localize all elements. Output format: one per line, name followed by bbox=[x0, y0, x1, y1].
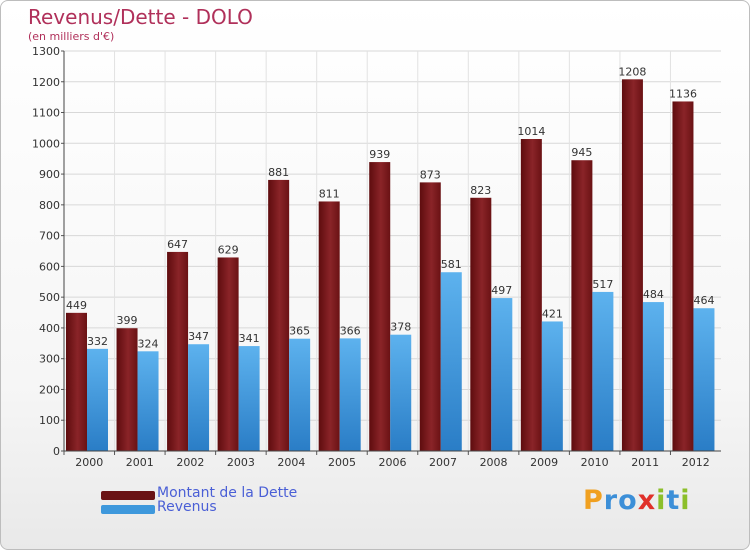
debt-value-label: 945 bbox=[571, 146, 592, 159]
revenus-bar bbox=[87, 348, 108, 451]
debt-bar bbox=[419, 182, 441, 451]
revenus-bar bbox=[440, 272, 462, 451]
debt-bar bbox=[217, 257, 239, 451]
legend-swatch-debt bbox=[101, 491, 155, 500]
debt-value-label: 1136 bbox=[669, 87, 697, 100]
debt-value-label: 647 bbox=[167, 238, 188, 251]
debt-bar bbox=[571, 160, 593, 451]
x-tick-label: 2011 bbox=[631, 456, 659, 469]
x-tick-label: 2002 bbox=[176, 456, 204, 469]
revenus-value-label: 347 bbox=[188, 330, 209, 343]
revenus-value-label: 378 bbox=[390, 321, 411, 334]
debt-bar bbox=[318, 201, 340, 451]
debt-value-label: 449 bbox=[66, 299, 87, 312]
debt-value-label: 823 bbox=[470, 184, 491, 197]
revenus-value-label: 365 bbox=[289, 325, 310, 338]
revenus-bar bbox=[491, 298, 513, 451]
revenus-bar bbox=[541, 321, 563, 451]
logo-letter: i bbox=[680, 485, 691, 516]
debt-bar bbox=[621, 79, 643, 452]
y-tick-label: 100 bbox=[39, 414, 60, 427]
legend-swatch-revenus bbox=[101, 505, 155, 514]
revenus-value-label: 497 bbox=[491, 284, 512, 297]
revenus-bar bbox=[289, 338, 311, 451]
revenus-value-label: 421 bbox=[542, 307, 563, 320]
debt-bar bbox=[268, 179, 290, 451]
logo-letter: r bbox=[603, 485, 619, 516]
x-tick-label: 2005 bbox=[328, 456, 356, 469]
debt-bar bbox=[520, 139, 542, 451]
x-tick-label: 2012 bbox=[682, 456, 710, 469]
revenus-bar bbox=[592, 291, 614, 451]
revenus-value-label: 484 bbox=[643, 288, 664, 301]
logo-letter: i bbox=[656, 485, 667, 516]
debt-bar bbox=[167, 251, 189, 451]
x-tick-label: 2010 bbox=[581, 456, 609, 469]
y-tick-label: 1000 bbox=[32, 137, 60, 150]
x-tick-label: 2007 bbox=[429, 456, 457, 469]
debt-bar bbox=[470, 197, 492, 451]
y-tick-label: 400 bbox=[39, 322, 60, 335]
chart-title: Revenus/Dette - DOLO bbox=[28, 5, 253, 29]
debt-bar bbox=[116, 328, 138, 451]
logo-letter: o bbox=[618, 485, 638, 516]
y-tick-label: 1300 bbox=[32, 45, 60, 58]
revenus-value-label: 366 bbox=[340, 324, 361, 337]
debt-value-label: 939 bbox=[369, 148, 390, 161]
debt-value-label: 399 bbox=[117, 314, 138, 327]
chart-subtitle: (en milliers d'€) bbox=[28, 30, 115, 43]
revenus-bar bbox=[238, 346, 260, 451]
debt-value-label: 873 bbox=[420, 168, 441, 181]
y-tick-label: 0 bbox=[53, 445, 60, 458]
debt-value-label: 1014 bbox=[517, 125, 545, 138]
revenus-value-label: 581 bbox=[441, 258, 462, 271]
debt-bar bbox=[672, 101, 694, 451]
x-tick-label: 2006 bbox=[379, 456, 407, 469]
revenus-value-label: 517 bbox=[592, 278, 613, 291]
y-tick-label: 200 bbox=[39, 383, 60, 396]
x-tick-label: 2009 bbox=[530, 456, 558, 469]
legend-label-revenus: Revenus bbox=[157, 499, 217, 515]
revenus-value-label: 332 bbox=[87, 335, 108, 348]
y-tick-label: 300 bbox=[39, 353, 60, 366]
revenus-bar bbox=[188, 344, 210, 451]
logo-letter: t bbox=[666, 485, 681, 516]
legend-label-debt: Montant de la Dette bbox=[157, 485, 298, 501]
y-tick-label: 800 bbox=[39, 199, 60, 212]
revenus-bar bbox=[693, 308, 715, 451]
revenus-value-label: 324 bbox=[138, 337, 159, 350]
debt-value-label: 629 bbox=[218, 243, 239, 256]
x-tick-label: 2008 bbox=[480, 456, 508, 469]
revenus-value-label: 464 bbox=[693, 294, 714, 307]
y-tick-label: 1100 bbox=[32, 107, 60, 120]
debt-value-label: 811 bbox=[319, 187, 340, 200]
y-tick-label: 700 bbox=[39, 230, 60, 243]
proxiti-logo: Proxiti bbox=[583, 485, 691, 516]
debt-value-label: 881 bbox=[268, 166, 289, 179]
revenus-bar bbox=[642, 302, 664, 451]
x-tick-label: 2003 bbox=[227, 456, 255, 469]
debt-bar bbox=[369, 162, 391, 452]
revenus-value-label: 341 bbox=[239, 332, 260, 345]
x-tick-label: 2000 bbox=[75, 456, 103, 469]
debt-value-label: 1208 bbox=[618, 65, 646, 78]
x-tick-label: 2001 bbox=[126, 456, 154, 469]
revenus-bar bbox=[390, 334, 412, 451]
y-tick-label: 900 bbox=[39, 168, 60, 181]
logo-letter: P bbox=[583, 485, 604, 516]
x-tick-label: 2004 bbox=[277, 456, 305, 469]
logo-letter: x bbox=[637, 485, 657, 516]
y-tick-label: 600 bbox=[39, 260, 60, 273]
debt-bar bbox=[66, 312, 87, 451]
revenus-bar bbox=[339, 338, 361, 451]
revenus-bar bbox=[137, 351, 159, 451]
axes: 0 100 200 300 400 500 600 700 800 900 1000 1100 1200… bbox=[32, 45, 721, 469]
y-tick-label: 500 bbox=[39, 291, 60, 304]
y-tick-label: 1200 bbox=[32, 76, 60, 89]
